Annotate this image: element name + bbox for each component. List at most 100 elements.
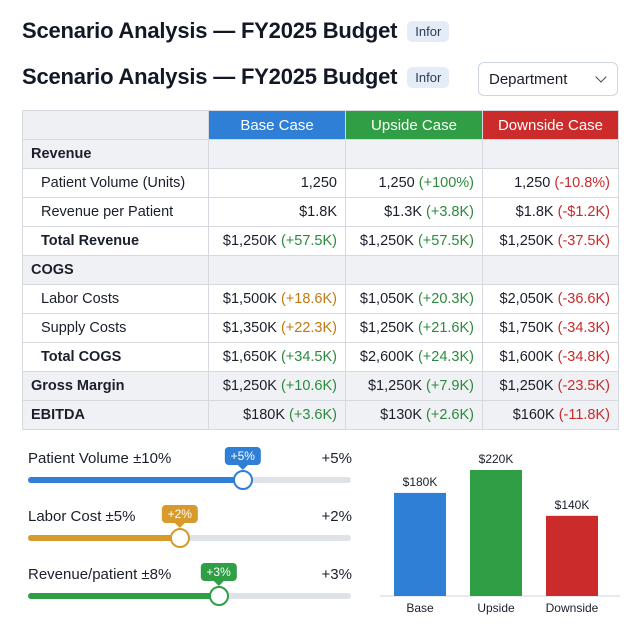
slider-value-bubble: +3% — [200, 563, 237, 586]
table-cell — [208, 255, 346, 285]
row-label: Total COGS — [22, 342, 209, 372]
title-row-secondary: Scenario Analysis — FY2025 Budget Infor — [22, 64, 450, 90]
table-header-row: Base Case Upside Case Downside Case — [22, 110, 619, 140]
status-badge: Infor — [407, 20, 450, 42]
cell-value: $1.8K — [299, 204, 337, 220]
bar-base[interactable] — [394, 492, 446, 596]
slider-fill — [28, 477, 243, 483]
cell-value: $1,250K — [499, 233, 554, 249]
table-cell: $1,600K (-34.8K) — [482, 342, 619, 372]
slider-3: Revenue/patient ±8% +3% +3% — [28, 563, 352, 606]
slider-track[interactable] — [28, 586, 351, 606]
table-cell: $1,250K (+57.5K) — [345, 226, 483, 256]
cell-value: 1,250 — [514, 175, 551, 191]
table-cell: 1,250 (-10.8%) — [482, 168, 619, 198]
cell-delta: (+7.9K) — [426, 378, 474, 394]
slider-track[interactable] — [28, 528, 351, 548]
table-body: Revenue Patient Volume (Units) 1,250 1,250 … — [22, 139, 619, 430]
slider-1: Patient Volume ±10% +5% +5% — [28, 447, 352, 490]
cell-value: $1,250K — [359, 320, 414, 336]
scenario-ebitda-bar-chart: $180K Base $220K Upside $140K Downside — [380, 452, 620, 615]
slider-value: +5% — [321, 450, 352, 467]
row-label: Labor Costs — [22, 284, 209, 314]
row-label: Revenue — [22, 139, 209, 169]
cell-value: $1,250K — [222, 378, 277, 394]
bar-value-label: $180K — [403, 475, 438, 489]
table-row: EBITDA $180K (+3.6K) $130K (+2.6K) $160K (-… — [22, 400, 619, 430]
cell-delta: (-37.5K) — [557, 233, 610, 249]
row-label: Supply Costs — [22, 313, 209, 343]
cell-value: $130K — [380, 407, 422, 423]
table-cell: $2,600K (+24.3K) — [345, 342, 483, 372]
table-cell: $1,750K (-34.3K) — [482, 313, 619, 343]
cell-value: $1,250K — [367, 378, 422, 394]
table-cell: $2,050K (-36.6K) — [482, 284, 619, 314]
cell-value: $1,250K — [499, 378, 554, 394]
cell-value: $1,750K — [499, 320, 554, 336]
table-cell — [345, 255, 483, 285]
table-cell: $1.8K — [208, 197, 346, 227]
row-label: COGS — [22, 255, 209, 285]
slider-value: +3% — [321, 566, 352, 583]
cell-delta: (-34.3K) — [557, 320, 610, 336]
cell-value: $1.3K — [384, 204, 422, 220]
category-label: Base — [406, 601, 434, 615]
department-select[interactable]: Department — [478, 62, 618, 96]
cell-delta: (-23.5K) — [557, 378, 610, 394]
slider-thumb[interactable] — [169, 528, 190, 548]
table-header-corner — [22, 110, 209, 140]
cell-value: $1,250K — [359, 233, 414, 249]
slider-thumb[interactable] — [232, 470, 253, 490]
slider-fill — [28, 535, 180, 541]
table-cell — [345, 139, 483, 169]
table-cell: $1,250K (+21.6K) — [345, 313, 483, 343]
table-cell: $1.3K (+3.8K) — [345, 197, 483, 227]
cell-delta: (+10.6K) — [280, 378, 337, 394]
cell-value: $1,250K — [222, 233, 277, 249]
cell-value: $1,500K — [222, 291, 277, 307]
column-header-base-case[interactable]: Base Case — [208, 110, 346, 140]
cell-value: $1,600K — [499, 349, 554, 365]
slider-track[interactable] — [28, 470, 351, 490]
department-select-label: Department — [489, 70, 568, 88]
cell-delta: (+57.5K) — [280, 233, 337, 249]
bar-downside[interactable] — [546, 515, 598, 596]
cell-value: $1.8K — [515, 204, 554, 220]
cell-value: 1,250 — [378, 175, 415, 191]
column-header-upside-case[interactable]: Upside Case — [345, 110, 483, 140]
table-cell: $1,250K (+57.5K) — [208, 226, 346, 256]
slider-label: Labor Cost ±5% — [28, 508, 136, 525]
category-label: Downside — [546, 601, 599, 615]
table-cell: 1,250 — [208, 168, 346, 198]
table-cell: $1,250K (-23.5K) — [482, 371, 619, 401]
table-row: Revenue — [22, 139, 619, 169]
row-label: Patient Volume (Units) — [22, 168, 209, 198]
cell-delta: (+21.6K) — [417, 320, 474, 336]
cell-delta: (+57.5K) — [417, 233, 474, 249]
cell-delta: (+100%) — [418, 175, 474, 191]
table-row: COGS — [22, 255, 619, 285]
bar-upside[interactable] — [470, 470, 522, 596]
cell-delta: (+24.3K) — [417, 349, 474, 365]
row-label: EBITDA — [22, 400, 209, 430]
table-row: Supply Costs $1,350K (+22.3K) $1,250K (+21… — [22, 313, 619, 343]
column-header-downside-case[interactable]: Downside Case — [482, 110, 619, 140]
cell-value: $1,650K — [222, 349, 277, 365]
cell-delta: (-36.6K) — [557, 291, 610, 307]
cell-value: $160K — [512, 407, 555, 423]
slider-fill — [28, 593, 219, 599]
bar-value-label: $220K — [479, 452, 514, 466]
table-cell — [482, 255, 619, 285]
page-title-secondary: Scenario Analysis — FY2025 Budget — [22, 64, 398, 89]
row-label: Total Revenue — [22, 226, 209, 256]
cell-delta: (-11.8K) — [558, 407, 610, 423]
cell-delta: (-10.8%) — [554, 175, 610, 191]
slider-value-bubble: +5% — [224, 447, 261, 470]
slider-2: Labor Cost ±5% +2% +2% — [28, 505, 352, 548]
cell-value: $1,350K — [222, 320, 277, 336]
slider-thumb[interactable] — [208, 586, 229, 606]
chevron-down-icon — [595, 71, 607, 83]
category-label: Upside — [477, 601, 515, 615]
slider-value-bubble: +2% — [161, 505, 198, 528]
cell-value: $2,600K — [359, 349, 414, 365]
